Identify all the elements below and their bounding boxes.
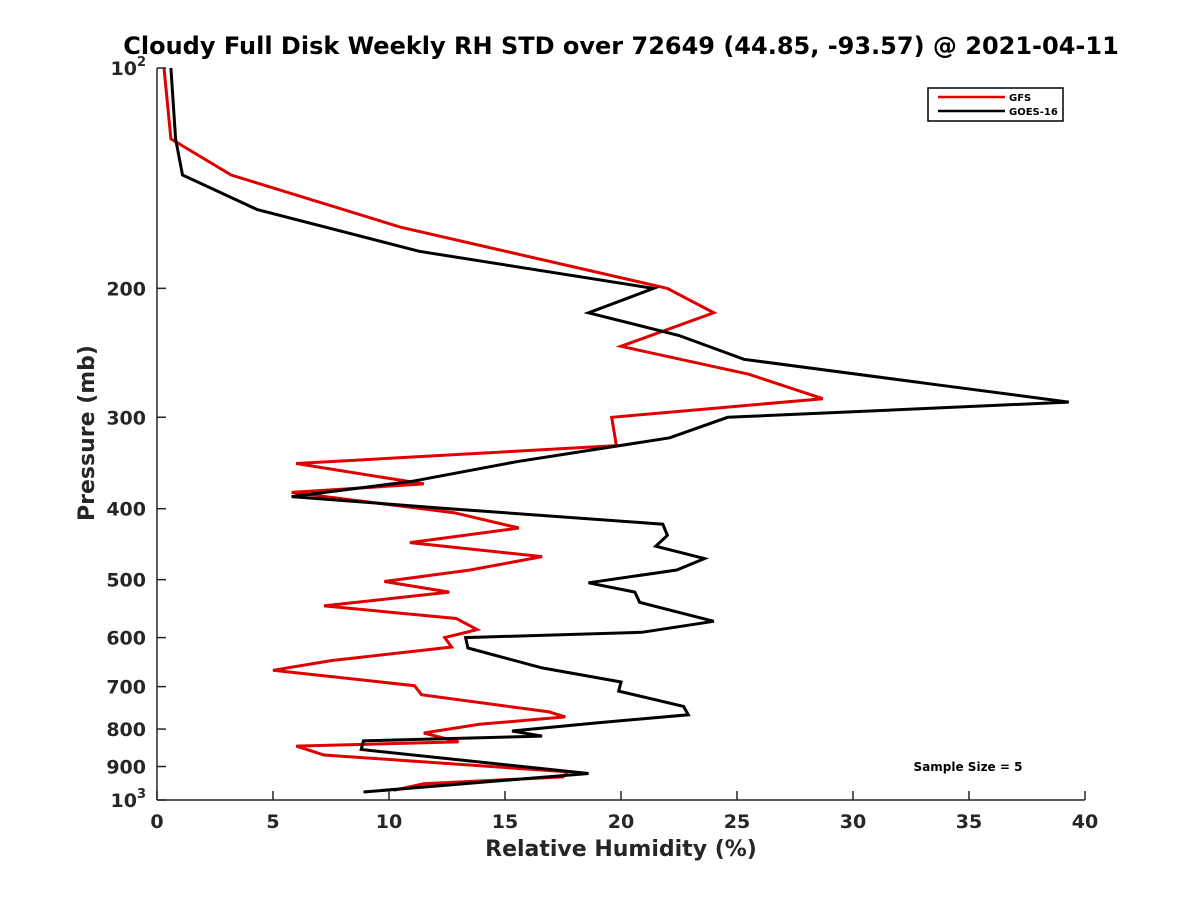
x-tick-label: 0: [150, 811, 163, 833]
sample-size-annotation: Sample Size = 5: [914, 760, 1023, 774]
x-tick-label: 5: [266, 811, 279, 833]
y-tick-label: 102: [111, 55, 147, 80]
x-tick-label: 20: [608, 811, 634, 833]
legend-label-goes-16: GOES-16: [1009, 107, 1058, 118]
y-tick-label: 400: [106, 499, 146, 521]
x-tick-label: 30: [840, 811, 866, 833]
axes-layer: 0 5 10 15 20 25 30 35 40 102 200 300 400 500 600 700 800…: [106, 55, 1098, 833]
x-tick-label: 40: [1072, 811, 1098, 833]
y-tick-label: 300: [106, 407, 146, 429]
legend-box: [927, 87, 1064, 122]
y-tick-label: 900: [106, 757, 146, 779]
y-tick-label: 600: [106, 628, 146, 650]
y-tick-label: 800: [106, 719, 146, 741]
y-tick-label: 103: [111, 787, 147, 812]
series-line-goes-16: [169, 67, 1069, 794]
x-tick-label: 15: [492, 811, 518, 833]
x-tick-label: 10: [376, 811, 402, 833]
x-tick-label: 35: [956, 811, 982, 833]
series-layer: [162, 67, 1069, 794]
series-line-gfs: [162, 67, 824, 792]
chart-title: Cloudy Full Disk Weekly RH STD over 7264…: [123, 32, 1119, 60]
y-tick-label: 700: [106, 677, 146, 699]
y-axis-label: Pressure (mb): [75, 345, 100, 521]
y-tick-label: 500: [106, 570, 146, 592]
x-tick-label: 25: [724, 811, 750, 833]
legend: GFS GOES-16: [927, 87, 1064, 122]
y-tick-label: 200: [106, 278, 146, 300]
legend-label-gfs: GFS: [1009, 93, 1031, 104]
x-axis-label: Relative Humidity (%): [485, 837, 757, 862]
